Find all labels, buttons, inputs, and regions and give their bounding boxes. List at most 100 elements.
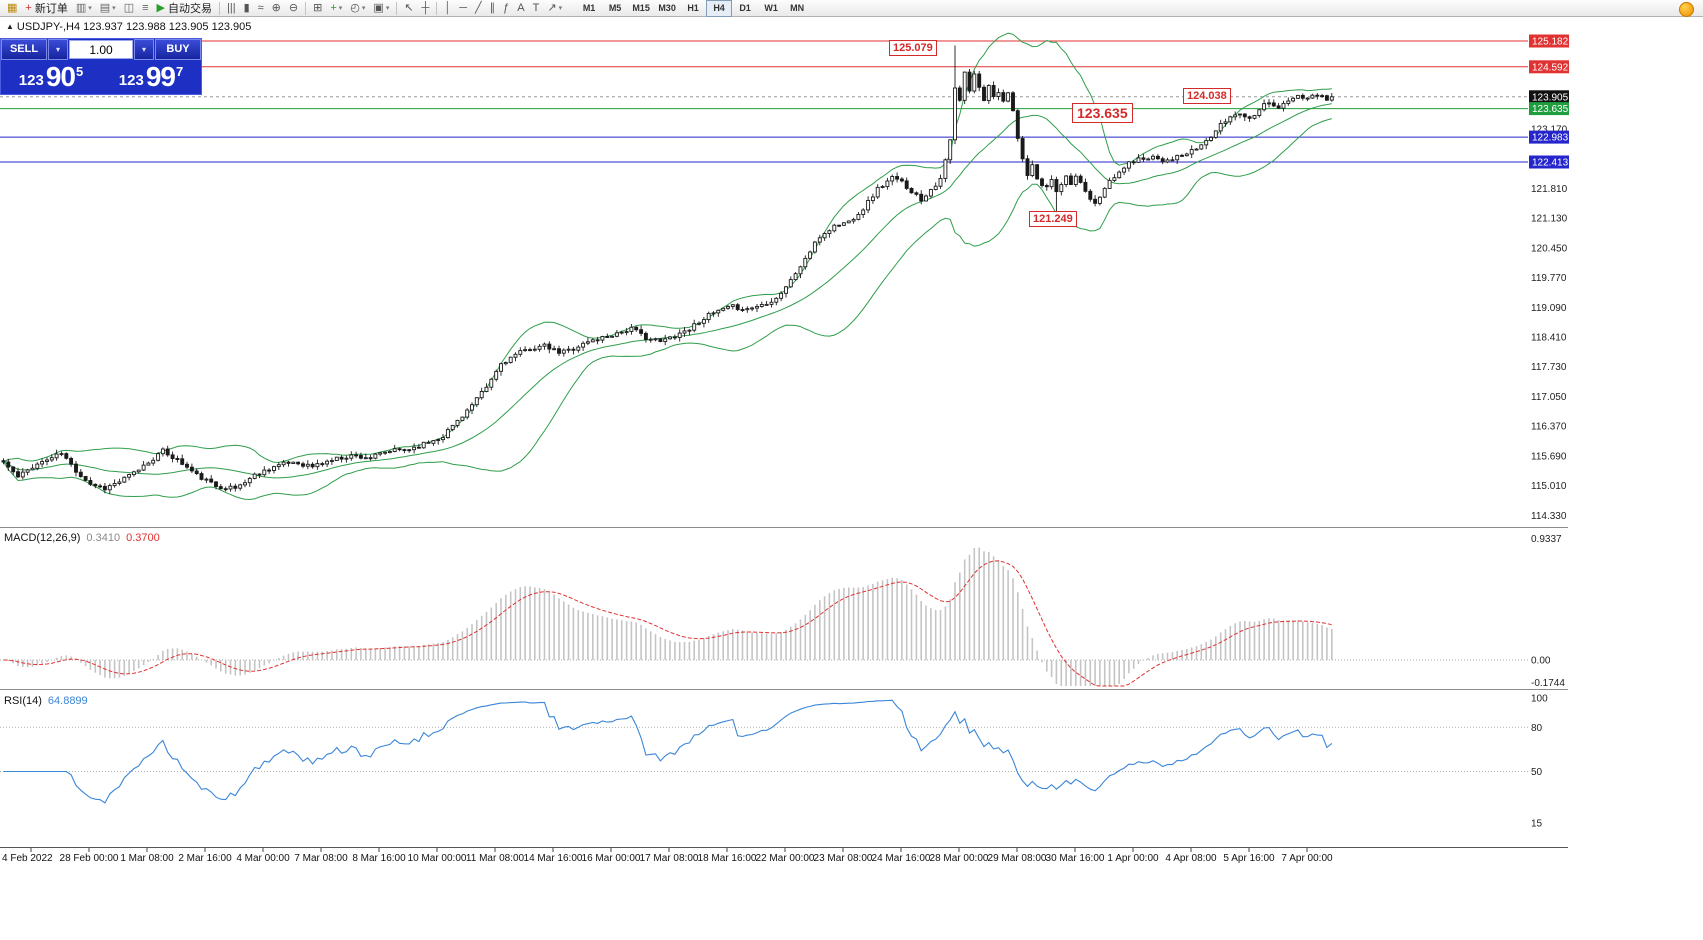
horizontal-line-icon[interactable]: ─ bbox=[455, 0, 471, 17]
svg-text:116.370: 116.370 bbox=[1531, 422, 1567, 433]
price-annotation[interactable]: 123.635 bbox=[1072, 103, 1133, 123]
svg-text:80: 80 bbox=[1531, 723, 1543, 734]
line-chart-type-icon[interactable]: ≈ bbox=[254, 0, 268, 17]
navigator-icon[interactable]: ≡ bbox=[138, 0, 152, 17]
svg-text:124.592: 124.592 bbox=[1532, 62, 1569, 73]
svg-text:0.00: 0.00 bbox=[1531, 656, 1551, 667]
toolbar-separator bbox=[396, 1, 398, 15]
crosshair-icon[interactable]: ┼ bbox=[418, 0, 434, 17]
chevron-down-icon[interactable]: ▾ bbox=[385, 5, 390, 12]
trendline-icon: ╱ bbox=[475, 1, 482, 14]
zoom-in-icon[interactable]: ⊕ bbox=[268, 0, 285, 17]
chart-windows-icon[interactable]: ▥ ▾ bbox=[72, 0, 96, 17]
chevron-down-icon[interactable]: ▾ bbox=[88, 5, 92, 12]
price-annotation[interactable]: 124.038 bbox=[1183, 88, 1231, 104]
market-watch-icon[interactable]: ◫ bbox=[120, 0, 138, 17]
templates-icon[interactable]: ▣ ▾ bbox=[369, 0, 393, 17]
chevron-down-icon[interactable]: ▾ bbox=[112, 5, 116, 12]
svg-text:1 Apr 00:00: 1 Apr 00:00 bbox=[1107, 853, 1159, 864]
svg-text:114.330: 114.330 bbox=[1531, 511, 1567, 522]
sell-button[interactable]: SELL bbox=[1, 39, 47, 60]
profiles-icon[interactable]: ▤ ▾ bbox=[96, 0, 120, 17]
crosshair-icon: ┼ bbox=[421, 1, 430, 14]
new-order-button-label: 新订单 bbox=[34, 3, 68, 15]
tile-windows-icon[interactable]: ⊞ bbox=[309, 0, 326, 17]
indicators-icon[interactable]: + ▾ bbox=[326, 0, 346, 17]
svg-text:16 Mar 00:00: 16 Mar 00:00 bbox=[582, 853, 641, 864]
chevron-down-icon[interactable]: ▾ bbox=[558, 5, 563, 12]
price-annotation[interactable]: 121.249 bbox=[1029, 211, 1077, 227]
trendline-icon[interactable]: ╱ bbox=[471, 0, 486, 17]
label-icon[interactable]: T bbox=[529, 0, 544, 17]
buy-button[interactable]: BUY bbox=[155, 39, 201, 60]
vertical-line-icon[interactable]: │ bbox=[440, 0, 455, 17]
timeframe-h4-button[interactable]: H4 bbox=[706, 0, 733, 17]
indicators-icon: + bbox=[330, 1, 337, 14]
svg-text:50: 50 bbox=[1531, 767, 1543, 778]
time-axis[interactable]: 4 Feb 2022 28 Feb 00:00 1 Mar 08:00 2 Mar 1… bbox=[2, 848, 1333, 864]
arrows-icon[interactable]: ↗ ▾ bbox=[543, 0, 566, 17]
timeframe-mn-button[interactable]: MN bbox=[790, 3, 805, 13]
svg-text:119.770: 119.770 bbox=[1531, 273, 1567, 284]
price-axis[interactable]: 123.170 121.810 121.130 120.450 119.770 119.0… bbox=[1529, 34, 1569, 522]
buy-price[interactable]: 123 99 7 bbox=[101, 60, 201, 94]
chevron-down-icon[interactable]: ▾ bbox=[338, 5, 343, 12]
new-order-button[interactable]: + 新订单 bbox=[21, 0, 71, 17]
svg-text:122.413: 122.413 bbox=[1532, 158, 1569, 169]
timeframe-d1-button[interactable]: D1 bbox=[739, 3, 751, 13]
fibonacci-icon[interactable]: ƒ bbox=[499, 0, 513, 17]
autotrading-button[interactable]: ▶ 自动交易 bbox=[153, 0, 216, 17]
autotrading-button-label: 自动交易 bbox=[167, 3, 212, 15]
svg-text:100: 100 bbox=[1531, 694, 1548, 705]
community-icon[interactable] bbox=[1679, 2, 1694, 17]
svg-text:121.130: 121.130 bbox=[1531, 214, 1568, 225]
timeframe-m5-button[interactable]: M5 bbox=[608, 3, 622, 13]
buy-price-pips: 99 bbox=[145, 61, 176, 92]
channel-icon: ∥ bbox=[489, 1, 496, 14]
timeframe-m1-button[interactable]: M1 bbox=[582, 3, 596, 13]
text-icon[interactable]: A bbox=[513, 0, 528, 17]
svg-text:18 Mar 16:00: 18 Mar 16:00 bbox=[698, 853, 757, 864]
buy-price-int: 123 bbox=[118, 72, 144, 89]
vertical-line-icon: │ bbox=[444, 1, 452, 14]
sell-price[interactable]: 123 90 5 bbox=[1, 60, 101, 94]
periods-icon[interactable]: ◴ ▾ bbox=[346, 0, 369, 17]
chart-windows-icon: ▥ bbox=[75, 1, 87, 14]
one-click-trading-panel: SELL ▾ ▾ BUY 123 90 5 123 99 7 bbox=[0, 38, 202, 95]
market-watch-icon: ◫ bbox=[123, 1, 135, 14]
bar-chart-type-icon[interactable]: ||| bbox=[223, 0, 240, 17]
channel-icon[interactable]: ∥ bbox=[486, 0, 500, 17]
navigator-icon: ≡ bbox=[142, 1, 149, 14]
cursor-icon: ↖ bbox=[404, 1, 414, 14]
macd-panel: MACD(12,26,9) 0.3410 0.3700 0.9337 0.00 -0.17… bbox=[0, 532, 1565, 689]
timeframe-h1-button[interactable]: H1 bbox=[687, 3, 699, 13]
svg-text:4 Feb 2022: 4 Feb 2022 bbox=[2, 853, 53, 864]
chevron-down-icon[interactable]: ▾ bbox=[361, 5, 366, 12]
svg-text:7 Mar 08:00: 7 Mar 08:00 bbox=[294, 853, 348, 864]
svg-text:30 Mar 16:00: 30 Mar 16:00 bbox=[1046, 853, 1105, 864]
svg-text:24 Mar 16:00: 24 Mar 16:00 bbox=[872, 853, 931, 864]
volume-input[interactable] bbox=[69, 40, 133, 59]
timeframe-m15-button[interactable]: M15 bbox=[632, 3, 650, 13]
timeframe-w1-button[interactable]: W1 bbox=[764, 3, 778, 13]
cursor-icon[interactable]: ↖ bbox=[400, 0, 417, 17]
zoom-out-icon[interactable]: ⊖ bbox=[285, 0, 302, 17]
svg-text:117.050: 117.050 bbox=[1531, 392, 1567, 403]
svg-text:117.730: 117.730 bbox=[1531, 362, 1567, 373]
candles bbox=[1, 45, 1334, 495]
sell-options-caret-icon[interactable]: ▾ bbox=[48, 39, 68, 60]
svg-text:4 Mar 00:00: 4 Mar 00:00 bbox=[236, 853, 290, 864]
new-chart-icon[interactable]: ▦ bbox=[3, 0, 21, 17]
price-annotation[interactable]: 125.079 bbox=[889, 40, 937, 56]
tile-windows-icon: ⊞ bbox=[313, 1, 323, 14]
svg-text:-0.1744: -0.1744 bbox=[1531, 678, 1565, 689]
timeframe-m30-button[interactable]: M30 bbox=[658, 3, 676, 13]
sell-price-pips: 90 bbox=[45, 61, 76, 92]
svg-text:0.9337: 0.9337 bbox=[1531, 534, 1562, 545]
buy-options-caret-icon[interactable]: ▾ bbox=[134, 39, 154, 60]
svg-text:28 Mar 00:00: 28 Mar 00:00 bbox=[930, 853, 989, 864]
timeframe-group: M1 M5 M15 M30 H1 H4 D1 W1 MN bbox=[576, 0, 810, 17]
candlestick-type-icon[interactable]: ▮ bbox=[240, 0, 254, 17]
